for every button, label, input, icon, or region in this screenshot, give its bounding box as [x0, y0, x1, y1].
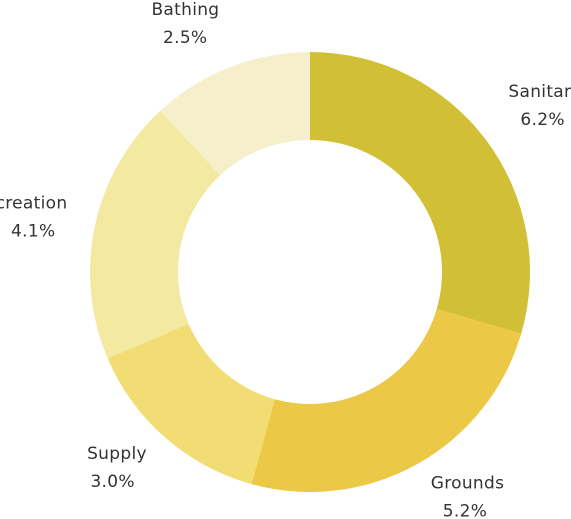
slice-value-bathing: 2.5%	[163, 28, 207, 48]
slice-label-recreation: Recreation	[0, 193, 67, 213]
slice-bathing	[160, 52, 310, 176]
slice-supply	[107, 323, 275, 485]
slice-value-grounds: 5.2%	[443, 502, 487, 519]
slice-value-recreation: 4.1%	[11, 221, 55, 241]
slice-sanitary	[310, 52, 530, 334]
slice-grounds	[251, 309, 522, 492]
slice-label-sanitary: Sanitary	[508, 82, 571, 102]
slice-label-grounds: Grounds	[431, 474, 505, 494]
slice-label-supply: Supply	[87, 444, 147, 464]
slice-value-sanitary: 6.2%	[520, 110, 564, 130]
slice-recreation	[90, 110, 221, 359]
slice-label-bathing: Bathing	[151, 0, 219, 20]
slices-group	[90, 52, 530, 492]
slice-value-supply: 3.0%	[90, 472, 134, 492]
